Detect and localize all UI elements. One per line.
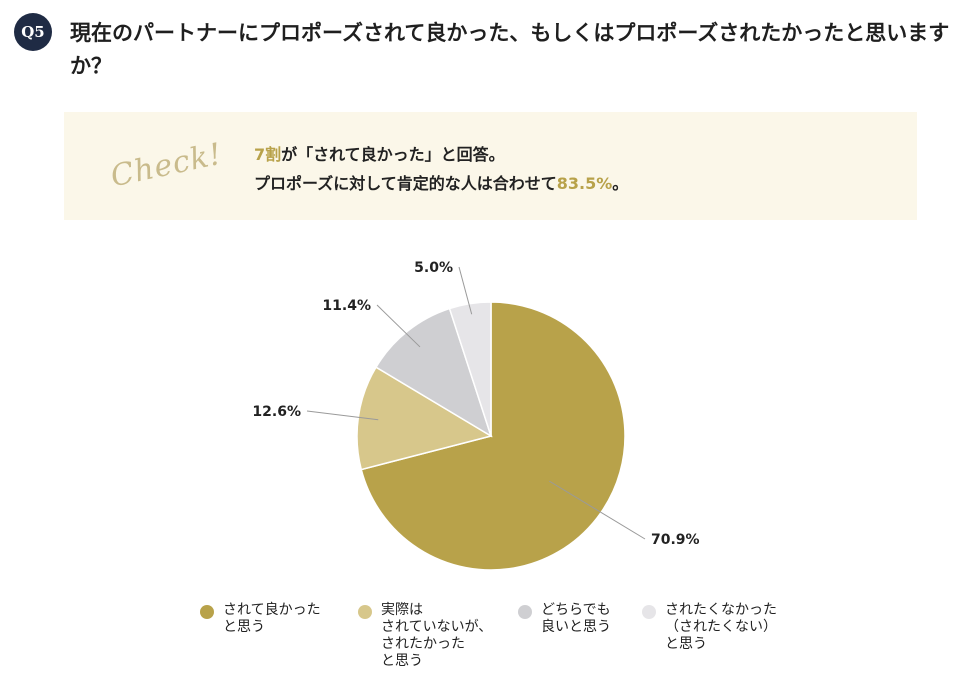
pie-data-label-2: 12.6% bbox=[252, 404, 301, 420]
legend-swatch-2 bbox=[358, 605, 372, 619]
question-text: 現在のパートナーにプロポーズされて良かった、もしくはプロポーズされたかったと思い… bbox=[70, 21, 950, 78]
pie-data-label-1: 70.9% bbox=[651, 532, 700, 548]
check-line-1-text: が「されて良かった」と回答。 bbox=[281, 145, 505, 164]
check-line-1: 7割が「されて良かった」と回答。 bbox=[254, 140, 628, 169]
check-logo: Check! bbox=[107, 136, 226, 195]
pie-leader-line-4 bbox=[458, 266, 473, 315]
pie-chart: 70.9% 12.6% 11.4% 5.0% bbox=[252, 260, 700, 571]
check-summary-box: Check! 7割が「されて良かった」と回答。 プロポーズに対して肯定的な人は合… bbox=[64, 112, 917, 220]
legend-item-4: されたくなかった （されたくない） と思う bbox=[642, 602, 777, 653]
legend-label-1: されて良かった と思う bbox=[223, 602, 321, 635]
check-line-2-end: 。 bbox=[612, 174, 629, 193]
legend-swatch-4 bbox=[642, 605, 656, 619]
pie-leader-line-3 bbox=[376, 304, 421, 348]
legend-item-3: どちらでも 良いと思う bbox=[518, 602, 611, 636]
question-badge: Q5 bbox=[14, 13, 52, 51]
check-line-2: プロポーズに対して肯定的な人は合わせて83.5%。 bbox=[254, 169, 628, 198]
pie-leader-line-1 bbox=[549, 480, 646, 540]
pie-data-label-4: 5.0% bbox=[414, 260, 453, 276]
check-line-2-text: プロポーズに対して肯定的な人は合わせて bbox=[254, 174, 557, 193]
legend-label-3: どちらでも 良いと思う bbox=[541, 602, 611, 635]
legend-item-2: 実際は されていないが、 されたかった と思う bbox=[358, 602, 492, 670]
legend-item-1: されて良かった と思う bbox=[200, 602, 321, 636]
pie-slice-1 bbox=[360, 301, 626, 571]
pie-slice-4 bbox=[448, 301, 492, 437]
pie-chart-area: 70.9% 12.6% 11.4% 5.0% bbox=[0, 230, 960, 590]
pie-leader-line-2 bbox=[306, 410, 379, 421]
pie-data-label-3: 11.4% bbox=[322, 298, 371, 314]
legend-swatch-1 bbox=[200, 605, 214, 619]
check-highlight-ratio: 7割 bbox=[254, 145, 282, 164]
check-summary-text: 7割が「されて良かった」と回答。 プロポーズに対して肯定的な人は合わせて83.5… bbox=[254, 140, 628, 198]
check-highlight-percent: 83.5% bbox=[556, 174, 613, 193]
chart-legend: されて良かった と思う 実際は されていないが、 されたかった と思う どちらでも … bbox=[200, 602, 900, 677]
legend-label-4: されたくなかった （されたくない） と思う bbox=[665, 602, 777, 652]
pie-slice-3 bbox=[374, 307, 493, 438]
legend-label-2: 実際は されていないが、 されたかった と思う bbox=[381, 602, 493, 669]
legend-swatch-3 bbox=[518, 605, 532, 619]
